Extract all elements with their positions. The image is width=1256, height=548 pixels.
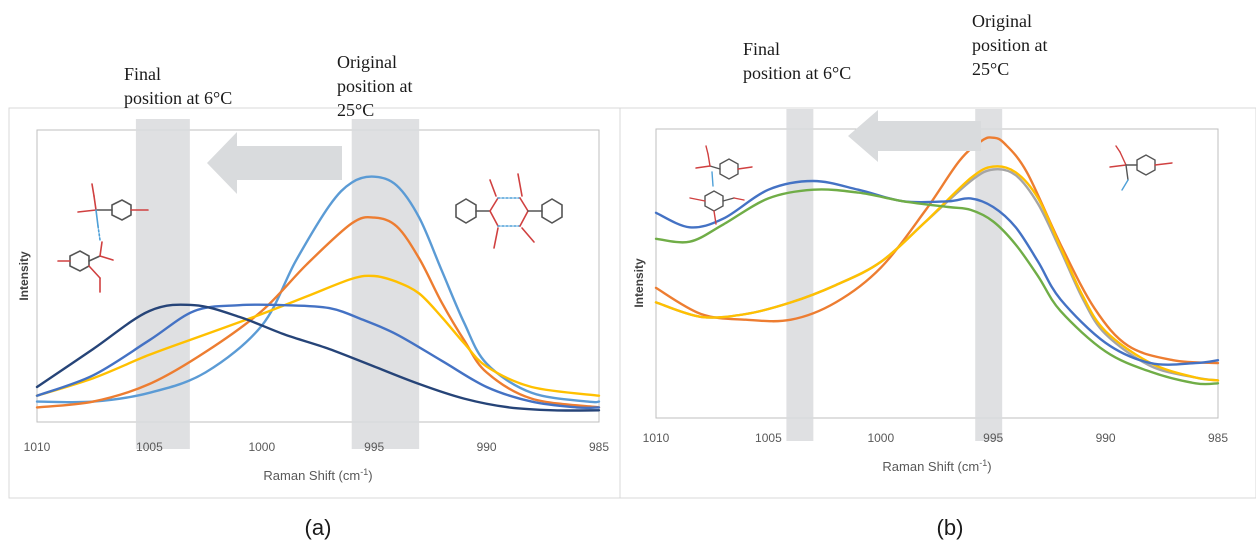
panel-a-bands [135,119,420,449]
panel-b-chart: 1010 1005 1000 995 990 985 Raman Shift (cm-1)… [632,11,1228,474]
panel-a-x-tick-label: 1005 [136,440,163,454]
panel-b-series-line-1 [654,136,1220,365]
panel-b-series-line-5 [654,188,1220,386]
panel-a-chart: 1010 1005 1000 995 990 985 Raman Shift (cm-1)… [17,52,609,483]
panel-a-series [35,175,601,412]
panel-a-molecule-left [57,183,149,293]
panel-a-final-annotation: Final position at 6°C [124,64,232,108]
panel-b-x-tick-label: 1005 [755,431,782,445]
panel-b-y-axis-title: Intensity [632,258,646,308]
panel-a-series-line-4 [35,303,601,410]
panel-b-series-line-4 [654,179,1220,366]
panel-a-x-tick-label: 995 [364,440,384,454]
panel-a-series-line-3 [35,274,601,397]
panel-a-label: (a) [305,515,332,540]
panel-a-band-original [351,119,420,449]
panel-b-x-tick-label: 1010 [643,431,670,445]
panel-b-series [654,136,1220,386]
panel-a-x-ticks: 1010 1005 1000 995 990 985 [24,440,610,454]
panel-a-y-axis-title: Intensity [17,251,31,301]
panel-a-series-line-2 [35,215,601,409]
panel-b-final-annotation: Final position at 6°C [743,39,851,83]
panel-b-x-tick-label: 990 [1096,431,1116,445]
panel-a-molecule-right [455,173,563,249]
panel-b-x-ticks: 1010 1005 1000 995 990 985 [643,431,1229,445]
panel-a-x-tick-label: 990 [477,440,497,454]
panel-b-band-final [786,109,814,441]
panel-b-band-original [975,109,1003,441]
panel-b-original-annotation: Original position at 25°C [972,11,1052,79]
panel-a-x-tick-label: 1010 [24,440,51,454]
panel-b-plot-area [655,128,1219,419]
panel-a-x-axis-title: Raman Shift (cm-1) [263,467,372,483]
panel-b-molecule-right [1109,145,1173,191]
panel-b-label: (b) [937,515,964,540]
panel-b-shift-arrow [848,110,981,162]
panel-b-bands [786,109,1003,441]
panel-b-x-tick-label: 1000 [867,431,894,445]
panel-a-shift-arrow [207,132,342,194]
panel-a-x-tick-label: 1000 [248,440,275,454]
panel-a-x-tick-label: 985 [589,440,609,454]
panel-b-molecule-left [689,145,753,225]
panel-b-x-axis-title: Raman Shift (cm-1) [882,458,991,474]
panel-b-x-tick-label: 985 [1208,431,1228,445]
panel-b-frame [619,107,1256,499]
panel-a-original-annotation: Original position at 25°C [337,52,417,120]
panel-b-series-line-3 [654,165,1220,382]
panel-a-series-line-5 [35,303,601,412]
panel-a-band-final [135,119,190,449]
panel-b-x-tick-label: 995 [983,431,1003,445]
